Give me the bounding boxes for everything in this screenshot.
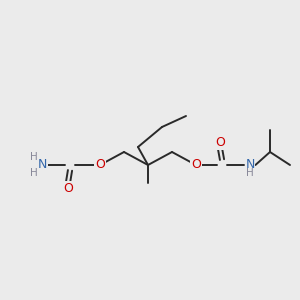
Text: O: O [215,136,225,149]
Text: H: H [246,168,254,178]
Text: H: H [30,168,38,178]
Text: N: N [38,158,47,172]
Text: O: O [95,158,105,172]
Text: O: O [63,182,73,194]
Text: N: N [245,158,255,172]
Text: H: H [30,152,38,162]
Text: O: O [191,158,201,172]
